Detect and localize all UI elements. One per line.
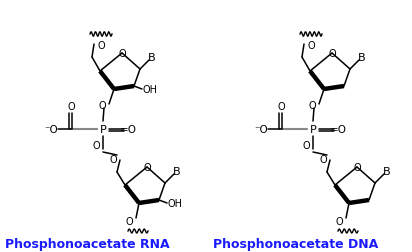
Text: O: O: [319, 154, 327, 164]
Text: P: P: [100, 124, 106, 135]
Text: O: O: [92, 140, 100, 150]
Text: O: O: [277, 102, 285, 112]
Text: B: B: [383, 166, 391, 176]
Text: O: O: [67, 102, 75, 112]
Text: O: O: [307, 41, 315, 51]
Text: O: O: [97, 41, 105, 51]
Text: P: P: [310, 124, 316, 135]
Text: B: B: [148, 53, 156, 63]
Text: =O: =O: [119, 124, 136, 135]
Text: =O: =O: [330, 124, 346, 135]
Text: O: O: [118, 49, 126, 59]
Text: O: O: [143, 162, 151, 172]
Text: O: O: [335, 216, 343, 226]
Text: O: O: [328, 49, 336, 59]
Text: O: O: [125, 216, 133, 226]
Text: B: B: [173, 166, 181, 176]
Text: O: O: [353, 162, 361, 172]
Text: ⁻O: ⁻O: [44, 124, 58, 135]
Text: Phosphonoacetate DNA: Phosphonoacetate DNA: [213, 237, 378, 250]
Text: O: O: [302, 140, 310, 150]
Text: ⁻O: ⁻O: [254, 124, 268, 135]
Text: B: B: [358, 53, 366, 63]
Text: O: O: [308, 101, 316, 111]
Text: OH: OH: [168, 198, 183, 208]
Text: O: O: [98, 101, 106, 111]
Text: O: O: [109, 154, 117, 164]
Text: OH: OH: [143, 85, 157, 94]
Text: Phosphonoacetate RNA: Phosphonoacetate RNA: [5, 237, 170, 250]
